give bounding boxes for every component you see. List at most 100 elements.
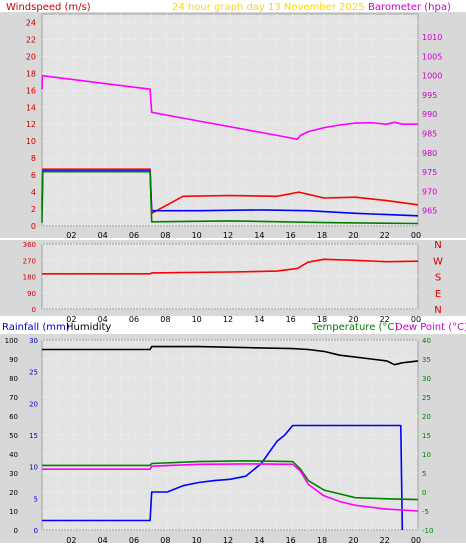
wind-y-tick: 20 bbox=[26, 52, 36, 61]
time-tick-label: 10 bbox=[192, 536, 202, 545]
temperature-title: Temperature (°C) bbox=[311, 322, 398, 333]
dir-y-tick: 180 bbox=[23, 274, 36, 282]
time-tick-label: 14 bbox=[254, 231, 264, 240]
wind-y-tick: 0 bbox=[31, 222, 36, 231]
time-tick-label: 08 bbox=[160, 536, 170, 545]
rain-y-tick: 5 bbox=[34, 495, 38, 503]
temp-y-tick: 25 bbox=[422, 394, 431, 402]
baro-y-tick: 1010 bbox=[422, 33, 442, 42]
temperature-series bbox=[42, 459, 419, 501]
humidity-y-tick: 50 bbox=[9, 432, 18, 440]
time-tick-label: 12 bbox=[223, 231, 233, 240]
wind-y-tick: 18 bbox=[26, 69, 36, 78]
wind-y-tick: 14 bbox=[26, 103, 36, 112]
baro-y-tick: 1005 bbox=[422, 52, 442, 61]
baro-y-tick: 980 bbox=[422, 149, 437, 158]
temp-y-tick: 20 bbox=[422, 413, 431, 421]
time-tick-label: 08 bbox=[160, 231, 170, 240]
dir-y-tick: 270 bbox=[23, 257, 36, 265]
dir-y-tick: 360 bbox=[23, 241, 36, 249]
temp-y-tick: 40 bbox=[422, 337, 431, 345]
time-tick-label: 04 bbox=[98, 231, 108, 240]
time-tick-label: 10 bbox=[192, 315, 202, 324]
time-tick-label: 22 bbox=[380, 536, 390, 545]
time-tick-label: 14 bbox=[254, 315, 264, 324]
humidity-y-tick: 10 bbox=[9, 508, 18, 516]
wind-y-tick: 22 bbox=[26, 35, 36, 44]
time-tick-label: 14 bbox=[254, 536, 264, 545]
time-tick-label: 02 bbox=[66, 231, 76, 240]
compass-label: S bbox=[435, 273, 441, 284]
time-tick-label: 04 bbox=[98, 315, 108, 324]
baro-y-tick: 965 bbox=[422, 207, 437, 216]
compass-label: E bbox=[435, 289, 441, 300]
humidity-y-tick: 90 bbox=[9, 356, 18, 364]
time-tick-label: 02 bbox=[66, 536, 76, 545]
rain-y-tick: 15 bbox=[29, 432, 38, 440]
temp-y-tick: 5 bbox=[422, 470, 426, 478]
dir-y-tick: 0 bbox=[32, 306, 36, 314]
humidity-title: Humidity bbox=[66, 322, 111, 333]
direction-series bbox=[42, 258, 419, 275]
temp-y-tick: 30 bbox=[422, 375, 431, 383]
wind-y-tick: 10 bbox=[26, 137, 36, 146]
humidity-y-tick: 40 bbox=[9, 451, 18, 459]
wind-y-tick: 24 bbox=[26, 18, 36, 27]
baro-y-tick: 990 bbox=[422, 110, 437, 119]
time-tick-label: 00 bbox=[411, 315, 421, 324]
compass-label: N bbox=[434, 305, 441, 316]
time-tick-label: 16 bbox=[286, 536, 296, 545]
rainfall-series bbox=[42, 424, 404, 531]
baro-y-tick: 995 bbox=[422, 91, 437, 100]
rain-y-tick: 10 bbox=[29, 464, 38, 472]
time-tick-label: 08 bbox=[160, 315, 170, 324]
windspeed-series bbox=[41, 168, 419, 215]
date-title: 24 hour graph day 13 November 2025 bbox=[172, 2, 365, 13]
baro-y-tick: 1000 bbox=[422, 72, 442, 81]
time-tick-label: 06 bbox=[129, 536, 139, 545]
temp-y-tick: -5 bbox=[422, 508, 429, 516]
humidity-y-tick: 30 bbox=[9, 470, 18, 478]
humidity-y-tick: 80 bbox=[9, 375, 18, 383]
plot-rain bbox=[41, 339, 419, 531]
time-tick-label: 16 bbox=[286, 231, 296, 240]
baro-y-tick: 970 bbox=[422, 187, 437, 196]
time-tick-label: 06 bbox=[129, 231, 139, 240]
time-tick-label: 06 bbox=[129, 315, 139, 324]
baro-y-tick: 975 bbox=[422, 168, 437, 177]
temp-y-tick: 15 bbox=[422, 432, 431, 440]
time-tick-label: 18 bbox=[317, 231, 327, 240]
rainfall-title: Rainfall (mm) bbox=[2, 322, 70, 333]
humidity-y-tick: 60 bbox=[9, 413, 18, 421]
time-tick-label: 16 bbox=[286, 315, 296, 324]
humidity-series bbox=[42, 345, 419, 366]
time-tick-label: 00 bbox=[411, 536, 421, 545]
time-tick-label: 18 bbox=[317, 315, 327, 324]
compass-label: W bbox=[433, 256, 443, 267]
temp-y-tick: 0 bbox=[422, 489, 426, 497]
wind-y-tick: 6 bbox=[31, 171, 36, 180]
dir-y-tick: 90 bbox=[27, 290, 36, 298]
time-tick-label: 00 bbox=[411, 231, 421, 240]
wind-y-tick: 4 bbox=[31, 188, 36, 197]
temp-y-tick: 10 bbox=[422, 451, 431, 459]
time-tick-label: 20 bbox=[348, 315, 358, 324]
baro-y-tick: 985 bbox=[422, 129, 437, 138]
rain-y-tick: 20 bbox=[29, 400, 38, 408]
time-tick-label: 22 bbox=[380, 315, 390, 324]
rain-y-tick: 0 bbox=[34, 527, 38, 535]
wind-y-tick: 16 bbox=[26, 86, 36, 95]
time-tick-label: 20 bbox=[348, 231, 358, 240]
humidity-y-tick: 70 bbox=[9, 394, 18, 402]
compass-label: N bbox=[434, 240, 441, 251]
time-tick-label: 04 bbox=[98, 536, 108, 545]
time-tick-label: 10 bbox=[192, 231, 202, 240]
rain-y-tick: 25 bbox=[29, 369, 38, 377]
temp-y-tick: 35 bbox=[422, 356, 431, 364]
humidity-y-tick: 0 bbox=[14, 527, 18, 535]
temp-y-tick: -10 bbox=[422, 527, 433, 535]
wind-y-tick: 2 bbox=[31, 205, 36, 214]
humidity-y-tick: 100 bbox=[5, 337, 18, 345]
time-tick-label: 12 bbox=[223, 536, 233, 545]
time-tick-label: 12 bbox=[223, 315, 233, 324]
